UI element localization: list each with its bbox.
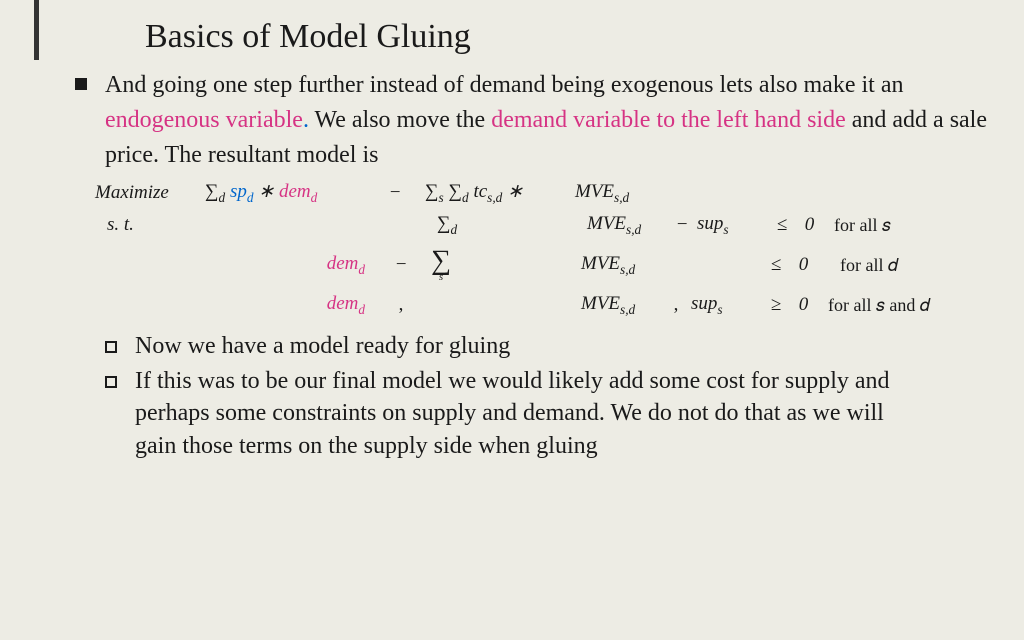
bullet1-text: Now we have a model ready for gluing [135,330,510,362]
c2-dem: demd [205,253,371,278]
math-row-c3: demd , MVEs,d , sups ≥ 0 for all 𝑠 and 𝑑 [95,290,994,320]
sum-d2: ∑ [448,181,462,202]
sum-s: ∑ [425,181,439,202]
mve4: MVE [581,293,620,314]
c1-sum: ∑d [437,213,587,238]
tc: tc [473,181,487,202]
c3-mve: MVEs,d [581,293,661,318]
dem3-sub: d [358,302,365,317]
sp: sp [230,181,247,202]
label-maximize: Maximize [95,182,205,204]
bigsum-sub: s [439,273,443,283]
slide: Basics of Model Gluing And going one ste… [0,0,1024,640]
math-row-objective: Maximize ∑d spd ∗ demd − ∑s ∑d tcs,d ∗ M… [95,178,994,208]
mve1-sub: s,d [614,190,629,205]
slide-title: Basics of Model Gluing [145,18,994,56]
sup2-sub: s [717,302,722,317]
obj-mve: MVEs,d [575,181,655,206]
mve1: MVE [575,181,614,202]
accent-bar [34,0,39,60]
intro-seg2: endogenous variable [105,107,303,133]
math-row-c1: s. t. ∑d MVEs,d − sups ≤ 0 for all 𝑠 [95,210,994,240]
c3-zero: 0 [791,294,816,316]
c3-sup: sups [691,293,761,318]
obj-minus: − [365,182,425,204]
list-item: Now we have a model ready for gluing [105,330,994,362]
tc-sub: s,d [487,190,502,205]
sup1: sup [697,213,723,234]
lower-bullet-list: Now we have a model ready for gluing If … [105,330,994,462]
c2-sum: ∑ s [431,248,581,283]
intro-seg1: And going one step further instead of de… [105,72,903,98]
intro-text: And going one step further instead of de… [105,68,994,172]
sum-d2-sub: d [462,190,469,205]
dem2-sub: d [358,262,365,277]
c3-comma1: , [371,294,431,316]
dem1: dem [279,181,311,202]
c3-dem: demd [205,293,371,318]
sup1-sub: s [723,222,728,237]
c2-forall: for all 𝑑 [816,255,994,276]
star1: ∗ [254,181,279,202]
c2-rel: ≤ [761,254,791,276]
obj-term1: ∑d spd ∗ demd [205,180,365,206]
intro-seg5: demand variable to the left hand side [491,107,846,133]
big-sum-icon: ∑ s [431,248,451,283]
c1-sup: sups [697,213,767,238]
dem2: dem [327,253,359,274]
c3-forall: for all 𝑠 and 𝑑 [816,295,994,316]
c1-minus: − [667,214,697,236]
dem1-sub: d [311,190,318,205]
intro-bullet: And going one step further instead of de… [75,68,994,172]
bullet2-text: If this was to be our final model we wou… [135,365,895,462]
c3-rel: ≥ [761,294,791,316]
sum-s-sub: s [439,190,444,205]
bullet-open-square-icon [105,341,117,353]
star2: ∗ [502,181,523,202]
sup2: sup [691,293,717,314]
c2-mve: MVEs,d [581,253,661,278]
math-block: Maximize ∑d spd ∗ demd − ∑s ∑d tcs,d ∗ M… [95,178,994,320]
c2-minus: − [371,254,431,276]
list-item: If this was to be our final model we wou… [105,365,994,462]
c1-sum-sym: ∑ [437,213,451,234]
c1-mve: MVEs,d [587,213,667,238]
dem3: dem [327,293,359,314]
c1-zero: 0 [797,214,822,236]
c1-sum-sub: d [451,222,458,237]
math-row-c2: demd − ∑ s MVEs,d ≤ 0 for all 𝑑 [95,242,994,288]
c1-forall: for all 𝑠 [822,215,994,236]
mve2-sub: s,d [626,222,641,237]
c2-zero: 0 [791,254,816,276]
label-st: s. t. [95,214,217,236]
obj-term2: ∑s ∑d tcs,d ∗ [425,180,575,206]
bullet-open-square-icon [105,376,117,388]
mve4-sub: s,d [620,302,635,317]
sp-sub: d [247,190,254,205]
c1-rel: ≤ [767,214,797,236]
intro-seg4: We also move the [309,107,491,133]
bullet-square-icon [75,78,87,90]
bigsum-sym: ∑ [431,248,451,273]
sum-sym: ∑ [205,181,219,202]
mve3: MVE [581,253,620,274]
mve3-sub: s,d [620,262,635,277]
mve2: MVE [587,213,626,234]
c3-comma2: , [661,294,691,316]
sum-sub: d [219,190,226,205]
